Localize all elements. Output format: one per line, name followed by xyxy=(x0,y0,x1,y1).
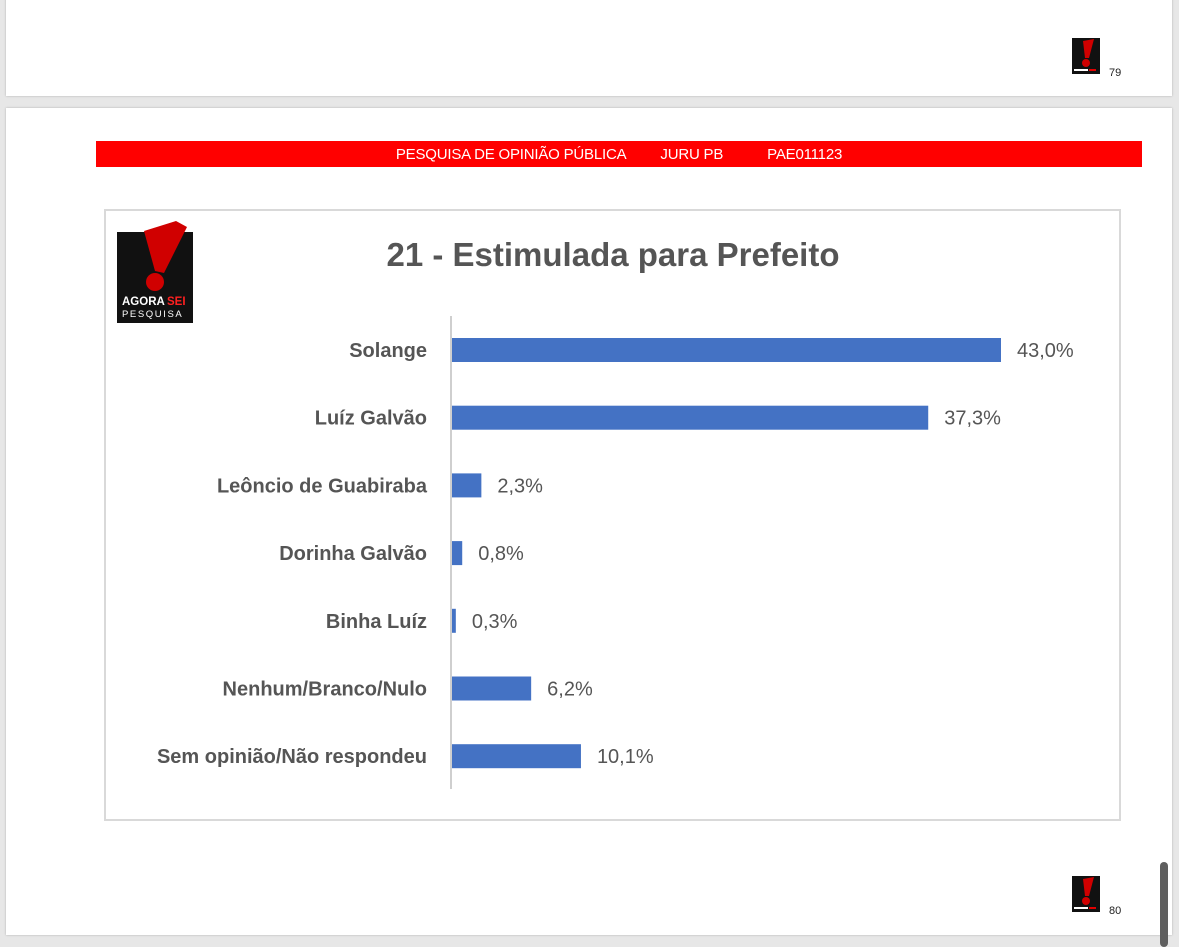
bar xyxy=(452,676,532,701)
chart-frame: AGORA SEI PESQUISA 21 - Estimulada para … xyxy=(104,209,1121,821)
data-label: 2,3% xyxy=(497,475,543,497)
logo-text-sei: SEI xyxy=(167,296,186,308)
data-label: 43,0% xyxy=(1017,340,1074,362)
data-label: 0,3% xyxy=(472,611,518,633)
bar xyxy=(452,338,1001,362)
category-label: Dorinha Galvão xyxy=(279,543,427,565)
survey-header-banner: PESQUISA DE OPINIÃO PÚBLICA JURU PB PAE0… xyxy=(96,141,1142,167)
category-label: Binha Luíz xyxy=(326,611,427,633)
data-label: 0,8% xyxy=(478,543,524,565)
bar xyxy=(452,405,929,430)
data-label: 37,3% xyxy=(944,408,1001,430)
page-number: 79 xyxy=(1109,67,1122,79)
exclamation-icon xyxy=(144,221,187,273)
category-label: Sem opinião/Não respondeu xyxy=(157,746,427,768)
category-label: Luíz Galvão xyxy=(315,408,427,430)
category-label: Leôncio de Guabiraba xyxy=(217,475,428,497)
logo-text-pesquisa: PESQUISA xyxy=(122,309,183,320)
page-number: 80 xyxy=(1109,905,1122,917)
page-80: PESQUISA DE OPINIÃO PÚBLICA JURU PB PAE0… xyxy=(6,108,1172,935)
agora-sei-logo: AGORA SEI PESQUISA xyxy=(117,215,195,323)
category-label: Solange xyxy=(349,340,427,362)
bar xyxy=(452,473,482,498)
agora-sei-logo-icon xyxy=(1072,876,1100,912)
survey-location: JURU PB xyxy=(660,145,724,163)
chart-title: 21 - Estimulada para Prefeito xyxy=(387,236,840,273)
survey-code: PAE011123 xyxy=(767,145,843,163)
bar xyxy=(452,744,581,769)
bar xyxy=(452,541,463,566)
survey-title: PESQUISA DE OPINIÃO PÚBLICA xyxy=(395,145,627,163)
bar xyxy=(452,608,456,633)
bar-chart: 21 - Estimulada para Prefeito Solange Luí… xyxy=(157,236,1074,789)
data-label: 6,2% xyxy=(547,679,593,701)
agora-sei-logo-icon xyxy=(1072,38,1100,74)
data-label: 10,1% xyxy=(597,746,654,768)
logo-text-agora: AGORA xyxy=(122,296,165,308)
category-label: Nenhum/Branco/Nulo xyxy=(223,679,427,701)
vertical-scrollbar[interactable] xyxy=(1160,862,1168,947)
page-79: 79 xyxy=(6,0,1172,96)
